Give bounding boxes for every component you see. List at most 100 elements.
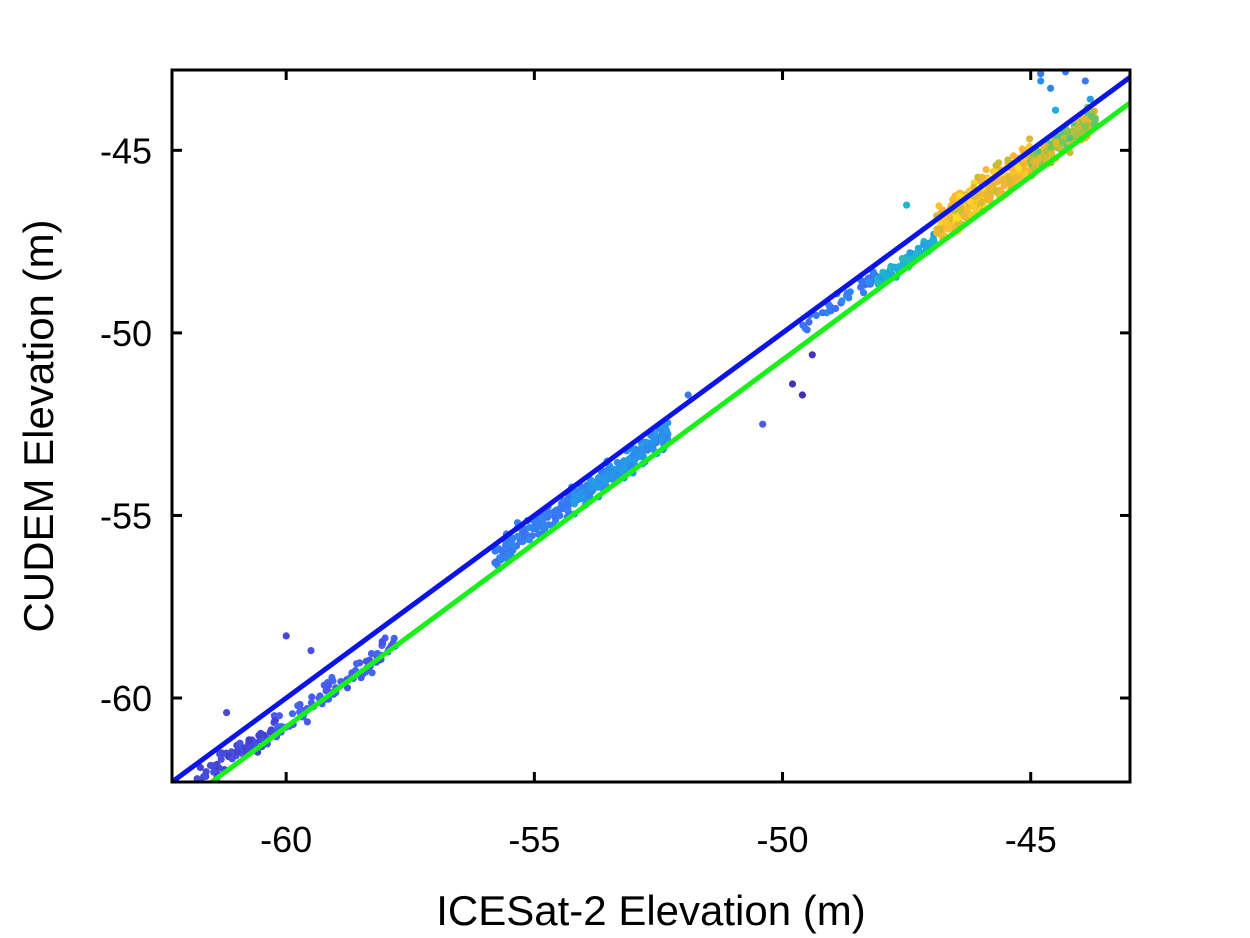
- scatter-point: [1047, 143, 1055, 151]
- scatter-point: [1040, 152, 1048, 160]
- scatter-point: [378, 638, 386, 646]
- scatter-point: [288, 710, 297, 718]
- scatter-point: [570, 500, 579, 508]
- scatter-point: [1009, 152, 1018, 160]
- scatter-point-outlier: [903, 201, 911, 209]
- scatter-point: [308, 693, 316, 701]
- scatter-point: [491, 547, 499, 555]
- x-tick-label: -60: [260, 819, 312, 860]
- scatter-point: [1063, 128, 1072, 136]
- x-tick-label: -45: [1005, 819, 1057, 860]
- scatter-point: [957, 206, 965, 215]
- x-tick-labels: -60 -55 -50 -45: [260, 819, 1057, 860]
- x-tick-label: -50: [757, 819, 809, 860]
- scatter-point-outlier: [1086, 95, 1094, 103]
- scatter-point: [1059, 138, 1067, 146]
- scatter-point: [228, 755, 236, 763]
- scatter-point: [1012, 174, 1020, 182]
- scatter-point: [1081, 124, 1089, 132]
- scatter-point: [858, 278, 866, 286]
- scatter-point: [977, 199, 985, 207]
- scatter-point: [663, 434, 672, 442]
- scatter-point: [966, 198, 974, 206]
- scatter-point: [367, 650, 376, 658]
- scatter-point: [898, 255, 906, 263]
- axis-ticks: [172, 70, 1130, 782]
- scatter-point: [557, 505, 565, 513]
- scatter-point: [267, 726, 275, 734]
- y-tick-label: -55: [100, 495, 152, 536]
- scatter-point: [799, 321, 807, 329]
- scatter-point: [257, 730, 265, 738]
- y-tick-label: -60: [100, 678, 152, 719]
- scatter-point: [275, 712, 283, 720]
- scatter-point: [502, 541, 510, 550]
- scatter-point: [507, 546, 515, 554]
- scatter-point-outlier: [1037, 77, 1045, 85]
- one-to-one-line: [172, 75, 1130, 782]
- scatter-point-outlier: [1037, 70, 1045, 78]
- scatter-point: [818, 309, 827, 317]
- scatter-point: [865, 278, 873, 286]
- scatter-point: [995, 159, 1003, 167]
- plot-frame: [170, 68, 1132, 784]
- scatter-point: [874, 279, 882, 287]
- scatter-point: [978, 173, 987, 181]
- scatter-point: [519, 537, 527, 546]
- y-axis-label: CUDEM Elevation (m): [15, 219, 62, 632]
- scatter-point: [193, 775, 201, 782]
- scatter-point: [525, 536, 534, 544]
- scatter-point-outlier: [798, 391, 807, 399]
- scatter-point: [933, 225, 941, 233]
- x-tick-label: -55: [508, 819, 560, 860]
- scatter-point: [1026, 135, 1034, 143]
- scatter-point: [1005, 176, 1013, 184]
- scatter-point: [859, 289, 868, 297]
- scatter-point: [551, 512, 559, 520]
- scatter-point: [812, 311, 820, 319]
- scatter-point-outlier: [1081, 77, 1089, 85]
- scatter-point-outlier: [1047, 84, 1055, 92]
- scatter-point: [600, 478, 608, 486]
- scatter-point-outlier: [684, 391, 692, 399]
- scatter-point: [1000, 182, 1008, 190]
- scatter-point-outlier: [307, 647, 315, 655]
- scatter-point: [271, 716, 279, 725]
- scatter-point: [353, 660, 361, 668]
- scatter-point: [202, 768, 210, 776]
- scatter-point-outlier: [282, 632, 290, 640]
- scatter-point: [630, 450, 638, 458]
- y-tick-labels: -60 -55 -50 -45: [100, 130, 152, 719]
- scatter-point: [1066, 134, 1074, 142]
- scatter-point: [541, 521, 549, 529]
- scatter-point: [648, 438, 656, 446]
- scatter-point: [857, 283, 865, 291]
- scatter-point: [626, 462, 635, 470]
- y-tick-label: -50: [100, 313, 152, 354]
- scatter-point: [328, 673, 336, 682]
- scatter-point: [838, 297, 846, 305]
- y-tick-label: -45: [100, 130, 152, 171]
- scatter-point: [663, 427, 671, 435]
- scatter-point: [1030, 158, 1038, 166]
- scatter-point: [942, 218, 950, 226]
- scatter-point: [303, 718, 311, 726]
- scatter-point: [999, 175, 1008, 184]
- scatter-point-outlier: [759, 420, 767, 428]
- scatter-point: [216, 750, 224, 758]
- scatter-point: [832, 304, 840, 313]
- scatter-point: [605, 466, 613, 474]
- scatter-point: [879, 268, 887, 276]
- scatter-point: [961, 213, 969, 221]
- scatter-point: [805, 318, 813, 326]
- scatter-point: [982, 166, 990, 174]
- scatter-point: [953, 214, 961, 222]
- scatter-point: [498, 547, 506, 555]
- scatter-point: [658, 435, 666, 443]
- scatter-point: [233, 748, 241, 756]
- scatter-point: [246, 736, 254, 744]
- scatter-point-outlier: [223, 709, 231, 717]
- scatter-point: [844, 291, 852, 299]
- scatter-point: [590, 479, 598, 487]
